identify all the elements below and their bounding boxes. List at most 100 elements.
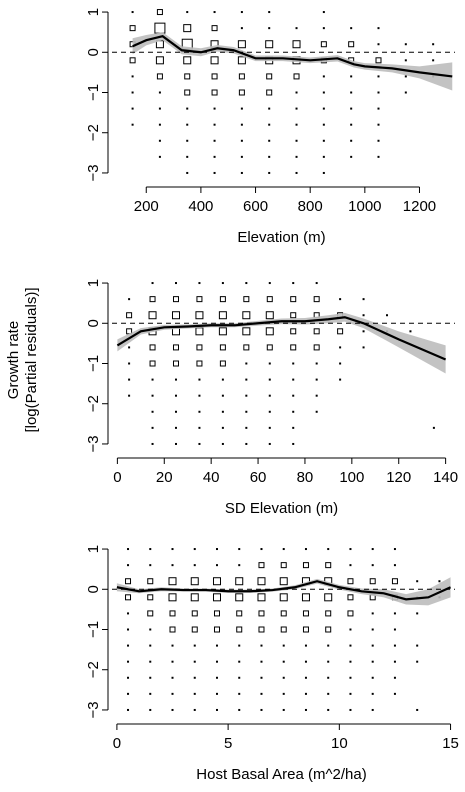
residual-bin (292, 442, 295, 445)
residual-bin (362, 298, 365, 301)
residual-bin (404, 59, 407, 62)
residual-bin (304, 676, 307, 679)
residual-bin (147, 578, 154, 585)
residual-bin (125, 594, 132, 601)
residual-bin (236, 626, 243, 633)
residual-bin (238, 676, 241, 679)
residual-bin (240, 107, 243, 110)
residual-bin (292, 282, 295, 285)
residual-bin (218, 311, 227, 320)
residual-bin (174, 394, 177, 397)
residual-bin (371, 692, 374, 695)
residual-bin (268, 11, 271, 14)
residual-bin (315, 362, 318, 365)
y-tick-label: 0 (85, 48, 102, 56)
residual-bin (416, 644, 419, 647)
residual-bin (350, 107, 353, 110)
residual-bin (171, 692, 174, 695)
residual-bin (212, 577, 221, 586)
residual-bin (292, 40, 301, 49)
residual-bin (238, 692, 241, 695)
residual-bin (128, 298, 131, 301)
residual-bin (127, 692, 130, 695)
residual-bin (313, 344, 320, 351)
residual-bin (171, 644, 174, 647)
residual-bin (377, 27, 380, 30)
residual-bin (190, 577, 199, 586)
residual-bin (218, 327, 227, 336)
residual-bin (149, 296, 156, 303)
residual-bin (221, 426, 224, 429)
residual-bin (320, 41, 327, 48)
residual-bin (171, 676, 174, 679)
residual-bin (393, 612, 396, 615)
residual-bin (279, 593, 288, 602)
residual-bin (245, 442, 248, 445)
x-axis-label: Host Basal Area (m^2/ha) (196, 766, 366, 783)
residual-bin (265, 327, 274, 336)
residual-bin (243, 296, 250, 303)
residual-bin (149, 548, 152, 551)
residual-bin (282, 708, 285, 711)
residual-bin (193, 676, 196, 679)
residual-bin (196, 360, 203, 367)
residual-bin (127, 548, 130, 551)
y-tick-label: −2 (85, 661, 102, 678)
residual-bin (127, 564, 130, 567)
residual-bin (290, 296, 297, 303)
confidence-band (132, 32, 453, 91)
residual-bin (128, 346, 131, 349)
residual-bin (215, 660, 218, 663)
residual-bin (186, 171, 189, 174)
residual-bin (282, 644, 285, 647)
y-tick-label: −1 (85, 355, 102, 372)
residual-bin (268, 426, 271, 429)
residual-bin (245, 410, 248, 413)
residual-bin (339, 378, 342, 381)
residual-bin (322, 91, 325, 94)
y-tick-label: 0 (85, 319, 102, 327)
residual-bin (362, 314, 365, 317)
residual-bin (377, 43, 380, 46)
x-tick-label: 5 (224, 735, 232, 752)
residual-bin (438, 580, 441, 583)
residual-bin (151, 442, 154, 445)
residual-bin (349, 660, 352, 663)
x-tick-label: 40 (203, 469, 220, 486)
residual-bin (371, 708, 374, 711)
x-tick-label: 140 (433, 469, 458, 486)
residual-bin (371, 644, 374, 647)
residual-bin (416, 660, 419, 663)
residual-bin (302, 626, 309, 633)
residual-bin (292, 426, 295, 429)
residual-bin (258, 610, 265, 617)
residual-bin (260, 660, 263, 663)
residual-bin (260, 644, 263, 647)
residual-bin (349, 708, 352, 711)
residual-bin (268, 155, 271, 158)
residual-bin (171, 708, 174, 711)
x-tick-label: 1000 (348, 198, 381, 215)
residual-bin (237, 40, 246, 49)
x-tick-label: 600 (243, 198, 268, 215)
residual-bin (127, 612, 130, 615)
residual-bin (347, 594, 354, 601)
residual-bin (186, 155, 189, 158)
residual-bin (327, 548, 330, 551)
y-tick-label: −2 (85, 124, 102, 141)
residual-bin (327, 676, 330, 679)
residual-bin (168, 593, 177, 602)
residual-bin (282, 660, 285, 663)
residual-bin (191, 626, 198, 633)
residual-bin (240, 123, 243, 126)
residual-bin (292, 410, 295, 413)
residual-bin (171, 660, 174, 663)
confidence-band (117, 312, 446, 374)
residual-bin (129, 25, 136, 32)
x-tick-label: 0 (113, 469, 121, 486)
residual-bin (295, 171, 298, 174)
residual-bin (266, 89, 273, 96)
residual-bin (350, 75, 353, 78)
